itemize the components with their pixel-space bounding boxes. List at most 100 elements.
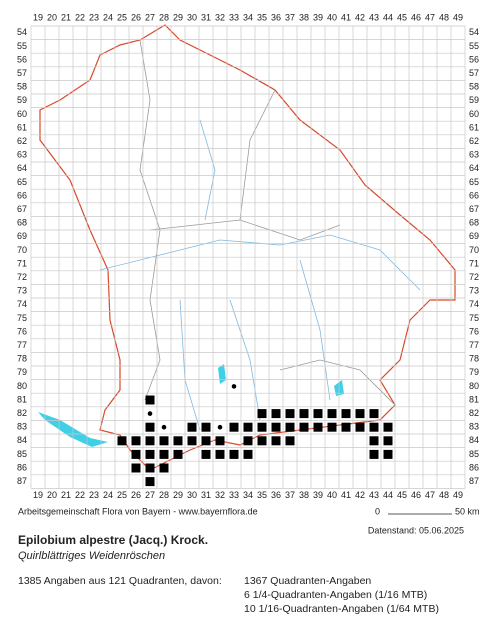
- row-label: 64: [469, 163, 479, 173]
- occurrence-square: [173, 436, 183, 446]
- column-label: 25: [117, 12, 127, 22]
- row-label: 77: [469, 340, 479, 350]
- column-label: 22: [75, 490, 85, 500]
- occurrence-square: [327, 409, 337, 419]
- credit: Arbeitsgemeinschaft Flora von Bayern - w…: [18, 506, 258, 516]
- occurrence-square: [131, 449, 141, 459]
- row-label: 75: [17, 313, 27, 323]
- column-label: 39: [313, 490, 323, 500]
- occurrence-square: [257, 422, 267, 432]
- column-label: 43: [369, 12, 379, 22]
- row-label: 80: [17, 381, 27, 391]
- column-label: 21: [61, 12, 71, 22]
- column-label: 22: [75, 12, 85, 22]
- row-label: 57: [17, 68, 27, 78]
- column-label: 43: [369, 490, 379, 500]
- occurrence-square: [383, 422, 393, 432]
- column-label: 26: [131, 12, 141, 22]
- scale-start: 0: [375, 506, 380, 516]
- row-label: 82: [469, 408, 479, 418]
- occurrence-square: [313, 409, 323, 419]
- column-label: 36: [271, 12, 281, 22]
- row-label: 81: [469, 394, 479, 404]
- row-label: 86: [469, 462, 479, 472]
- column-label: 40: [327, 490, 337, 500]
- column-label: 37: [285, 490, 295, 500]
- column-label: 24: [103, 12, 113, 22]
- occurrence-square: [131, 436, 141, 446]
- row-label: 66: [469, 190, 479, 200]
- row-label: 65: [17, 177, 27, 187]
- stats-line: 1367 Quadranten-Angaben: [244, 575, 371, 587]
- column-label: 49: [453, 490, 463, 500]
- column-label: 24: [103, 490, 113, 500]
- row-label: 74: [17, 299, 27, 309]
- row-label: 58: [469, 82, 479, 92]
- occurrence-square: [369, 449, 379, 459]
- column-label: 42: [355, 12, 365, 22]
- row-label: 58: [17, 82, 27, 92]
- occurrence-square: [117, 436, 127, 446]
- species-name: Epilobium alpestre (Jacq.) Krock.: [18, 533, 208, 547]
- occurrence-square: [383, 436, 393, 446]
- column-label: 33: [229, 490, 239, 500]
- occurrence-square: [145, 477, 155, 487]
- row-label: 55: [469, 41, 479, 51]
- occurrence-square: [145, 449, 155, 459]
- occurrence-square: [131, 463, 141, 473]
- row-label: 70: [469, 245, 479, 255]
- column-label: 19: [33, 12, 43, 22]
- row-label: 85: [469, 449, 479, 459]
- row-label: 54: [469, 27, 479, 37]
- occurrence-square: [173, 449, 183, 459]
- row-label: 63: [469, 150, 479, 160]
- row-label: 55: [17, 41, 27, 51]
- occurrence-square: [159, 463, 169, 473]
- column-label: 29: [173, 490, 183, 500]
- occurrence-square: [271, 422, 281, 432]
- occurrence-square: [201, 436, 211, 446]
- occurrence-square: [285, 422, 295, 432]
- row-label: 71: [17, 258, 27, 268]
- row-label: 80: [469, 381, 479, 391]
- row-label: 71: [469, 258, 479, 268]
- row-label: 82: [17, 408, 27, 418]
- column-label: 36: [271, 490, 281, 500]
- row-label: 60: [17, 109, 27, 119]
- column-label: 45: [397, 12, 407, 22]
- occurrence-square: [145, 395, 155, 405]
- column-label: 31: [201, 490, 211, 500]
- occurrence-square: [369, 436, 379, 446]
- column-label: 39: [313, 12, 323, 22]
- row-label: 62: [469, 136, 479, 146]
- column-label: 45: [397, 490, 407, 500]
- occurrence-square: [243, 436, 253, 446]
- occurrence-square: [159, 436, 169, 446]
- column-label: 47: [425, 490, 435, 500]
- stats-line: 10 1/16-Quadranten-Angaben (1/64 MTB): [244, 603, 439, 615]
- row-label: 57: [469, 68, 479, 78]
- occurrence-square: [271, 409, 281, 419]
- row-label: 79: [469, 367, 479, 377]
- row-label: 69: [17, 231, 27, 241]
- column-label: 35: [257, 490, 267, 500]
- row-label: 78: [17, 354, 27, 364]
- occurrence-square: [369, 409, 379, 419]
- row-label: 78: [469, 354, 479, 364]
- row-label: 81: [17, 394, 27, 404]
- row-label: 84: [469, 435, 479, 445]
- column-label: 48: [439, 490, 449, 500]
- row-label: 70: [17, 245, 27, 255]
- occurrence-square: [313, 422, 323, 432]
- row-label: 68: [17, 218, 27, 228]
- column-label: 33: [229, 12, 239, 22]
- row-label: 68: [469, 218, 479, 228]
- column-label: 30: [187, 12, 197, 22]
- occurrence-square: [201, 422, 211, 432]
- district-lines: [139, 39, 396, 406]
- row-label: 76: [17, 326, 27, 336]
- row-label: 56: [17, 54, 27, 64]
- column-label: 46: [411, 12, 421, 22]
- column-label: 29: [173, 12, 183, 22]
- common-name: Quirlblättriges Weidenröschen: [18, 550, 165, 562]
